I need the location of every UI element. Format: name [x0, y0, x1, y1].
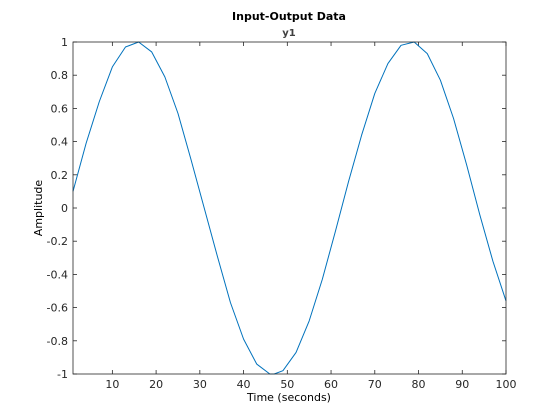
chart-subtitle: y1	[282, 28, 296, 39]
y-tick-label: 0.2	[51, 169, 69, 182]
x-tick-label: 100	[496, 378, 517, 391]
plot-area	[73, 42, 506, 374]
y-tick-label: 0	[61, 202, 68, 215]
ticks-layer: 10 20 30 40 50 60 70 80 90 100 1 0.8 0.6 0.4 0.2 0 -0.2 -…	[47, 36, 517, 391]
series-layer	[72, 41, 507, 375]
x-tick-label: 50	[280, 378, 294, 391]
x-tick-label: 70	[368, 378, 382, 391]
x-tick-label: 30	[193, 378, 207, 391]
x-tick-label: 10	[105, 378, 119, 391]
x-tick-label: 90	[455, 378, 469, 391]
x-tick-label: 60	[324, 378, 338, 391]
y-tick-label: 0.8	[51, 69, 69, 82]
axes-box	[72, 41, 507, 375]
y-tick-label: 0.4	[51, 136, 69, 149]
series-line-1	[72, 41, 507, 375]
y-tick-label: -0.8	[47, 335, 68, 348]
y-tick-label: -1	[57, 368, 68, 381]
x-tick-label: 20	[149, 378, 163, 391]
x-tick-label: 80	[412, 378, 426, 391]
y-tick-label: 0.6	[51, 102, 69, 115]
x-tick-label: 40	[237, 378, 251, 391]
y-tick-label: -0.4	[47, 268, 68, 281]
y-tick-label: -0.6	[47, 302, 68, 315]
chart-title: Input-Output Data	[232, 10, 346, 23]
y-tick-label: -0.2	[47, 235, 68, 248]
y-axis-label: Amplitude	[32, 180, 45, 237]
x-axis-label: Time (seconds)	[246, 391, 331, 404]
y-tick-label: 1	[61, 36, 68, 49]
